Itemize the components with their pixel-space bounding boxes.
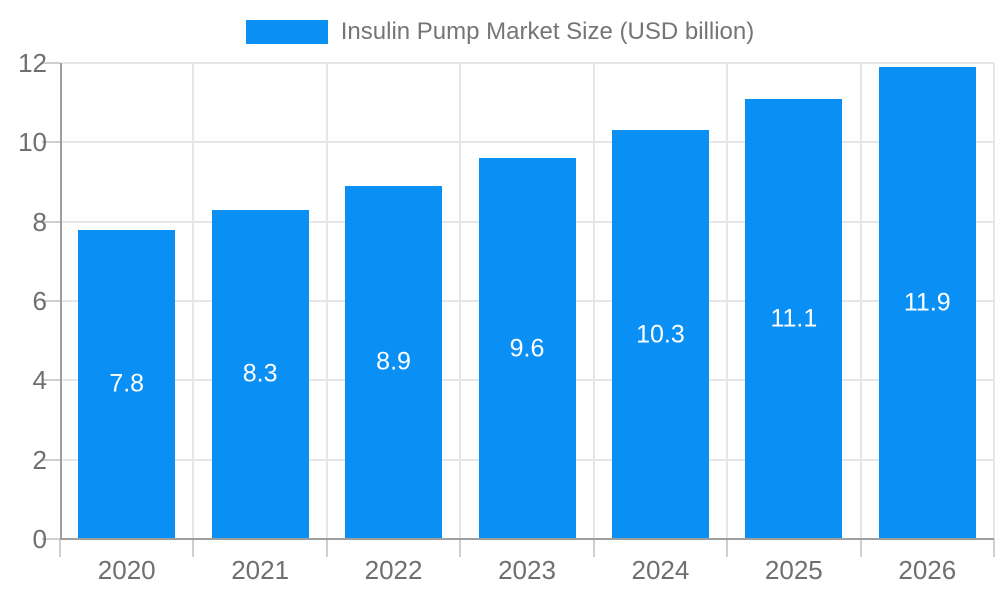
v-gridline bbox=[192, 63, 195, 539]
v-gridline bbox=[459, 63, 462, 539]
bar-value-label: 7.8 bbox=[109, 369, 145, 398]
y-axis-tick-label: 0 bbox=[32, 524, 47, 554]
v-gridline bbox=[993, 63, 995, 539]
legend-swatch bbox=[245, 20, 328, 44]
bar[interactable] bbox=[211, 209, 309, 539]
y-tick-mark bbox=[42, 141, 60, 144]
bar-value-label: 10.3 bbox=[636, 320, 685, 349]
y-tick-mark bbox=[42, 538, 60, 540]
bar[interactable] bbox=[345, 185, 443, 539]
bar[interactable] bbox=[478, 158, 576, 539]
x-axis-tick-label: 2026 bbox=[898, 555, 957, 585]
y-tick-mark bbox=[42, 62, 60, 64]
y-axis-tick-label: 10 bbox=[18, 127, 47, 158]
y-axis-tick-label: 2 bbox=[32, 444, 47, 475]
bar-value-label: 11.1 bbox=[770, 304, 818, 333]
bar-value-label: 9.6 bbox=[509, 334, 545, 363]
h-gridline bbox=[60, 141, 994, 144]
y-tick-mark bbox=[42, 379, 60, 382]
v-gridline bbox=[325, 63, 328, 539]
x-tick-mark bbox=[325, 539, 328, 557]
y-tick-mark bbox=[42, 300, 60, 302]
y-tick-mark bbox=[42, 458, 60, 461]
bar-value-label: 11.9 bbox=[903, 288, 951, 317]
bar[interactable] bbox=[878, 66, 976, 539]
v-gridline bbox=[726, 63, 729, 539]
x-axis-tick-label: 2022 bbox=[364, 555, 423, 585]
legend-label: Insulin Pump Market Size (USD billion) bbox=[340, 18, 755, 45]
x-tick-mark bbox=[592, 539, 595, 557]
y-axis-tick-label: 8 bbox=[32, 206, 47, 237]
x-axis-tick-label: 2024 bbox=[631, 555, 690, 585]
y-axis-tick-label: 4 bbox=[32, 365, 47, 396]
bar[interactable] bbox=[745, 98, 843, 539]
x-axis-tick-label: 2021 bbox=[231, 555, 290, 585]
x-axis-tick-label: 2020 bbox=[97, 555, 156, 585]
x-tick-mark bbox=[459, 539, 462, 557]
h-gridline bbox=[60, 62, 994, 64]
x-tick-mark bbox=[59, 539, 61, 557]
x-axis-tick-label: 2025 bbox=[764, 555, 823, 585]
v-gridline bbox=[592, 63, 595, 539]
bar-value-label: 8.3 bbox=[242, 359, 278, 388]
legend: Insulin Pump Market Size (USD billion) bbox=[0, 18, 1000, 46]
bar[interactable] bbox=[78, 229, 176, 539]
bar[interactable] bbox=[611, 130, 709, 539]
bar-value-label: 8.9 bbox=[376, 347, 411, 376]
v-gridline bbox=[859, 63, 862, 539]
y-axis-line bbox=[60, 63, 62, 539]
x-tick-mark bbox=[726, 539, 729, 557]
x-tick-mark bbox=[859, 539, 862, 557]
y-axis-tick-label: 6 bbox=[32, 286, 47, 316]
y-tick-mark bbox=[42, 220, 60, 223]
x-axis-line bbox=[60, 538, 994, 540]
x-tick-mark bbox=[192, 539, 195, 557]
x-tick-mark bbox=[993, 539, 995, 557]
y-axis-tick-label: 12 bbox=[18, 48, 47, 78]
x-axis-tick-label: 2023 bbox=[498, 555, 556, 585]
